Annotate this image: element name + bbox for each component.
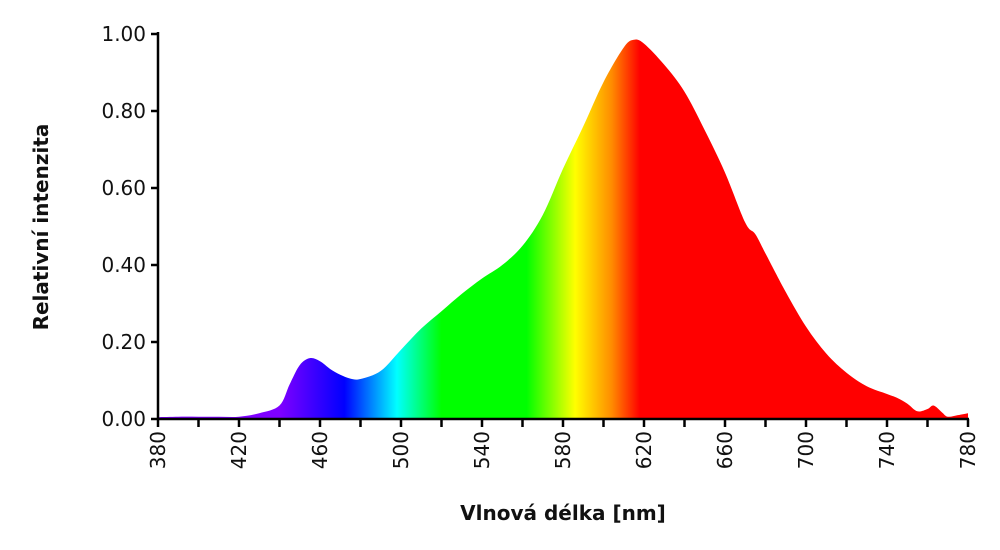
y-tick-label: 0.40 (101, 253, 146, 277)
x-tick-label: 740 (875, 431, 899, 469)
x-tick-label: 580 (551, 431, 575, 469)
y-tick-label: 0.20 (101, 330, 146, 354)
x-axis-title: Vlnová délka [nm] (460, 501, 666, 525)
y-tick-label: 1.00 (101, 22, 146, 46)
x-tick-label: 780 (956, 431, 980, 469)
x-tick-label: 460 (308, 431, 332, 469)
y-tick-label: 0.60 (101, 176, 146, 200)
y-tick-label: 0.00 (101, 407, 146, 431)
x-tick-label: 420 (227, 431, 251, 469)
x-tick-label: 540 (470, 431, 494, 469)
x-tick-label: 620 (632, 431, 656, 469)
spectrum-area (158, 39, 968, 419)
y-axis-title: Relativní intenzita (29, 124, 53, 331)
y-tick-label: 0.80 (101, 99, 146, 123)
x-tick-label: 500 (389, 431, 413, 469)
x-tick-label: 700 (794, 431, 818, 469)
axes: 0.00 0.20 0.40 0.60 0.80 1.00 380 420 460 500 540 5… (101, 22, 980, 469)
x-tick-label: 660 (713, 431, 737, 469)
x-tick-label: 380 (146, 431, 170, 469)
